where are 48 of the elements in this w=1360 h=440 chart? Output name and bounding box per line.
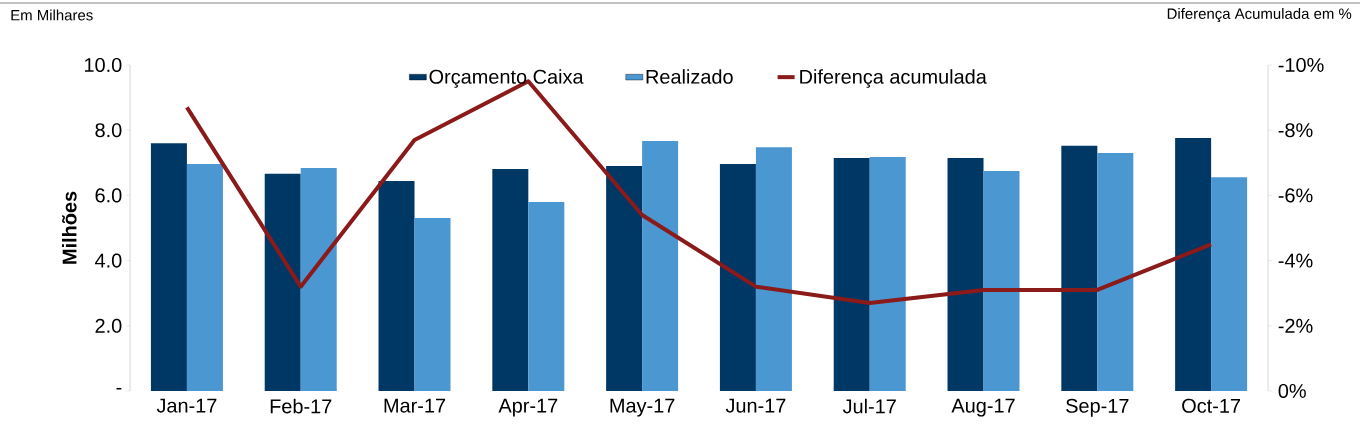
- y-tick-label: 8.0: [95, 123, 122, 138]
- x-tick-label: Jan-17: [156, 398, 217, 413]
- bar: [947, 157, 984, 391]
- y-tick-label: -: [116, 387, 122, 390]
- y2-tick-label: -8%: [1278, 123, 1313, 138]
- x-tick-label: Sep-17: [1066, 398, 1129, 417]
- bar: [719, 164, 756, 391]
- x-tick-label: Apr-17: [498, 398, 558, 417]
- bar: [1175, 138, 1212, 391]
- bar: [869, 156, 906, 391]
- bar: [150, 143, 187, 391]
- bar: [1211, 177, 1248, 391]
- bar: [833, 157, 870, 391]
- legend-label: Orçamento Caixa: [429, 69, 584, 88]
- y-tick-label: 10.0: [84, 57, 122, 73]
- bar: [983, 170, 1020, 391]
- bar: [414, 217, 451, 391]
- text: Diferença Acumulada em %: [1167, 7, 1352, 22]
- x-tick-label: May-17: [610, 398, 675, 417]
- bar: [264, 173, 301, 391]
- bar: [186, 164, 223, 391]
- bar: [1097, 153, 1134, 391]
- y2-tick-label: -4%: [1278, 253, 1313, 268]
- y-tick-label: 4.0: [95, 253, 122, 268]
- bar: [755, 147, 792, 391]
- bar: [1061, 145, 1098, 391]
- bar: [642, 140, 679, 391]
- text: Em Milhares: [11, 9, 93, 21]
- y-tick-label: 6.0: [95, 188, 122, 203]
- legend-label: Diferença acumulada: [800, 69, 987, 88]
- bar: [528, 201, 565, 391]
- bar: [492, 168, 529, 391]
- y-axis-title: Milhões: [61, 191, 77, 264]
- y2-tick-label: 0%: [1278, 383, 1306, 399]
- y2-tick-label: -6%: [1278, 188, 1313, 203]
- x-tick-label: Jul-17: [842, 398, 896, 414]
- y-tick-label: 2.0: [95, 318, 122, 333]
- legend-label: Realizado: [646, 69, 733, 84]
- bar: [300, 168, 337, 391]
- bar: [378, 181, 415, 391]
- x-tick-label: Jun-17: [725, 398, 786, 413]
- x-tick-label: Feb-17: [270, 398, 332, 414]
- x-tick-label: Mar-17: [384, 398, 446, 413]
- x-tick-label: Aug-17: [951, 398, 1015, 417]
- y2-tick-label: -2%: [1278, 318, 1313, 333]
- bar: [606, 166, 643, 391]
- y2-tick-label: -10%: [1278, 57, 1324, 73]
- x-tick-label: Oct-17: [1182, 398, 1241, 413]
